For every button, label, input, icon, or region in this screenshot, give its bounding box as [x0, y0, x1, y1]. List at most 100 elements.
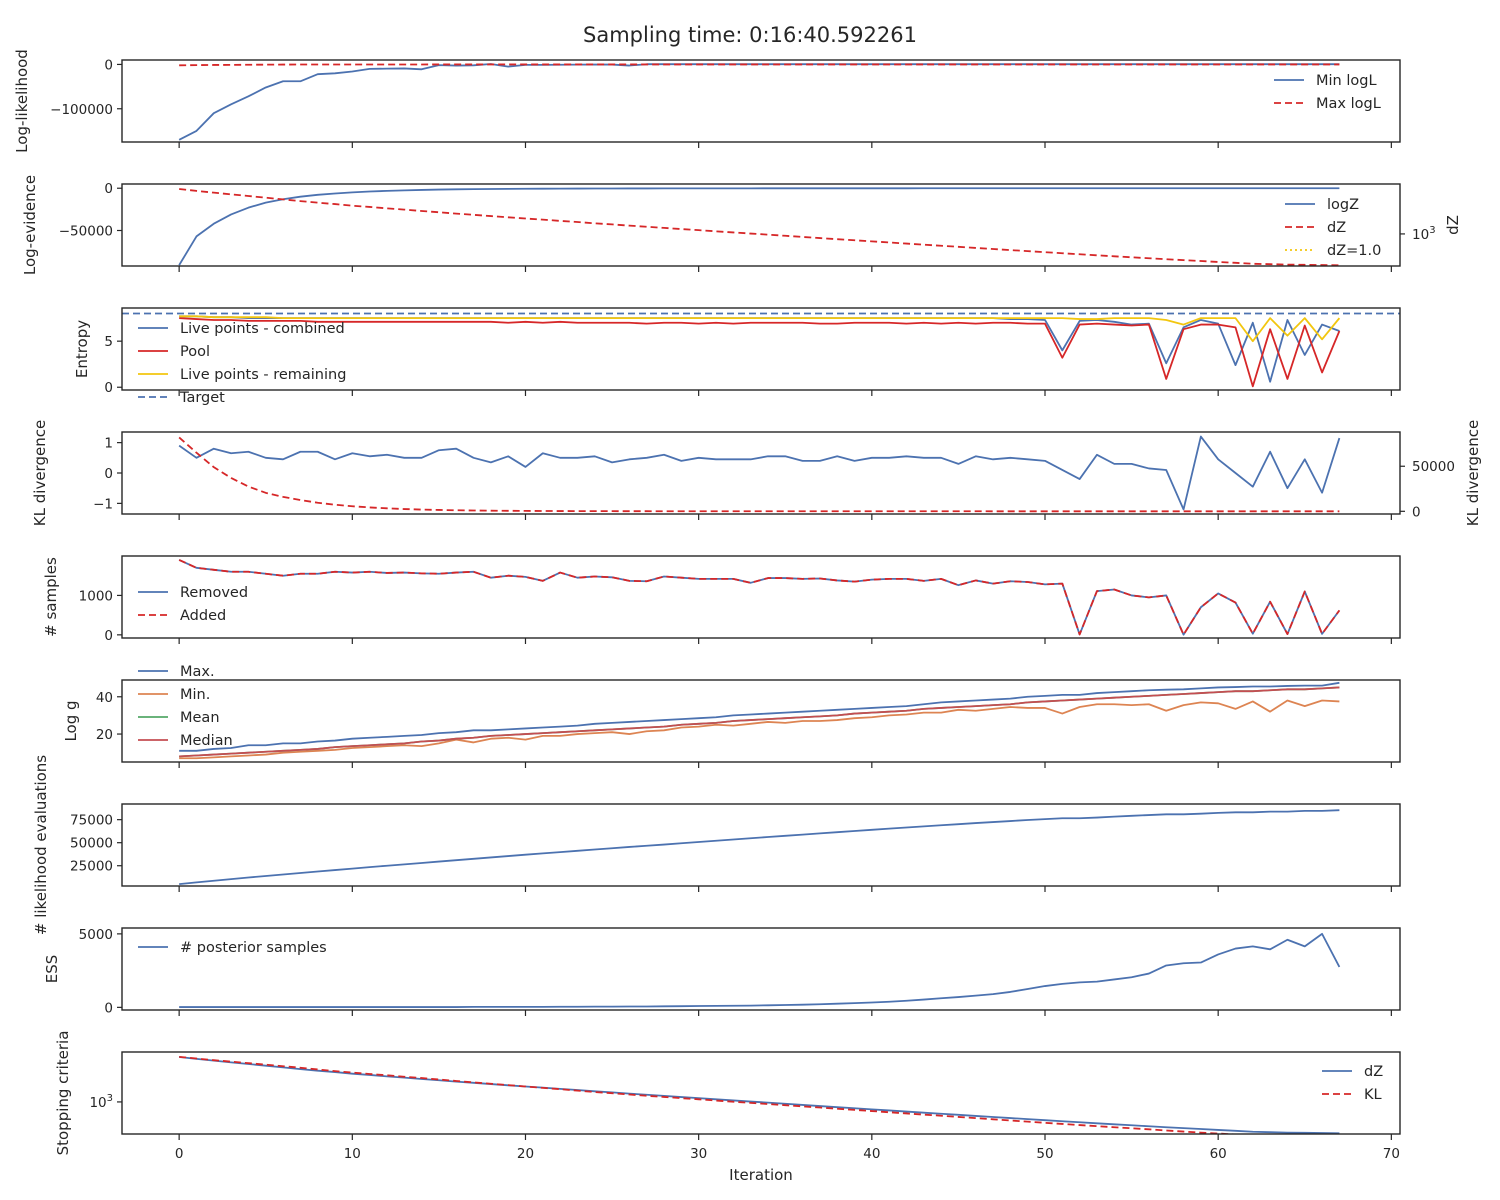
subplot-log-g: 40 20 Log g Max. Min. Mean Median	[62, 664, 1401, 768]
y-tick-label: 5000	[79, 927, 113, 943]
y-axis-label: Entropy	[73, 320, 91, 378]
series-group	[179, 1055, 1340, 1134]
y-tick-label: −100000	[50, 102, 113, 118]
y-axis-label: Log g	[62, 700, 80, 741]
series-group	[178, 187, 1340, 266]
legend: Min logL Max logL	[1274, 73, 1381, 112]
y-right-tick-label: 103	[1412, 225, 1436, 243]
y-tick-label: 103	[89, 1093, 113, 1111]
series-1-line	[178, 436, 1340, 513]
series-kl-line	[179, 1055, 1244, 1134]
series-group	[178, 559, 1341, 636]
series-group	[178, 63, 1340, 141]
legend-label: dZ=1.0	[1327, 243, 1381, 259]
axes-frame	[121, 803, 1401, 887]
subplot-likelihood-evaluations: 75000 50000 25000 # likelihood evaluations	[32, 755, 1401, 935]
series-0-line	[179, 809, 1340, 886]
legend-label: Median	[180, 733, 233, 749]
y-axis-label: ESS	[43, 955, 61, 984]
legend-label: Pool	[180, 344, 210, 360]
axes-frame	[121, 59, 1401, 143]
x-tick-label: 20	[517, 1146, 534, 1162]
y-tick-label: 1	[104, 436, 113, 452]
series-dz-line	[179, 1056, 1340, 1134]
series-median-line	[179, 686, 1340, 758]
series-dz-line	[179, 188, 1340, 266]
y-tick-label: 0	[104, 181, 113, 197]
y-right-axis-label: KL divergence	[1464, 420, 1482, 526]
y-tick-label: 0	[104, 466, 113, 482]
y-tick-label: 50000	[70, 836, 113, 852]
y-tick-label: 0	[104, 628, 113, 644]
y-axis-label: KL divergence	[31, 420, 49, 526]
y-tick-label: −1	[93, 496, 113, 512]
legend-label: Min.	[180, 687, 210, 703]
series-posterior-samples-line	[179, 932, 1341, 1008]
x-tick-label: 10	[344, 1146, 361, 1162]
axes-frame	[121, 1051, 1401, 1135]
subplot-samples: 1000 0 # samples Removed Added	[42, 555, 1401, 644]
legend-label: dZ	[1327, 220, 1346, 236]
axes-frame	[121, 679, 1401, 763]
legend: # posterior samples	[138, 940, 327, 956]
y-tick-label: 25000	[70, 859, 113, 875]
y-right-tick-label: 0	[1412, 504, 1421, 520]
legend: dZ KL	[1322, 1064, 1383, 1103]
legend-label: Mean	[180, 710, 220, 726]
x-tick-label: 30	[690, 1146, 707, 1162]
legend-label: KL	[1364, 1087, 1382, 1103]
subplot-log-likelihood: 0 −100000 Log-likelihood Min logL Max logL	[13, 49, 1401, 153]
y-axis-label: # samples	[42, 557, 60, 637]
series-min-logl-line	[178, 63, 1340, 141]
subplot-log-evidence: 0 −50000 103 dZ Log-evidence logZ dZ dZ=1.0	[21, 175, 1462, 275]
legend-label: Max logL	[1316, 96, 1381, 112]
legend-label: Min logL	[1316, 73, 1377, 89]
x-tick-label: 40	[863, 1146, 880, 1162]
series-group	[122, 312, 1400, 388]
legend-label: # posterior samples	[180, 940, 327, 956]
y-tick-label: 0	[104, 380, 113, 396]
legend: logZ dZ dZ=1.0	[1285, 197, 1381, 259]
series-group	[178, 435, 1341, 513]
y-right-tick-label: 50000	[1412, 459, 1455, 475]
axes-frame	[121, 183, 1401, 267]
y-tick-label: −50000	[59, 223, 113, 239]
subplot-kl-divergence: 1 0 −1 50000 0 KL divergence KL divergence	[31, 420, 1482, 526]
x-tick-label: 0	[175, 1146, 184, 1162]
y-tick-label: 40	[96, 690, 113, 706]
axes-frame	[121, 555, 1401, 639]
subplot-ess: 5000 0 ESS # posterior samples	[43, 927, 1401, 1016]
y-tick-label: 75000	[70, 813, 113, 829]
series-max-logl-line	[179, 63, 1340, 67]
series-live-points-remaining-line	[179, 315, 1341, 343]
subplot-stopping-criteria: 103 Stopping criteria 0 10 20 30 40 50 60 70 dZ KL	[54, 1031, 1401, 1162]
y-tick-label: 0	[104, 57, 113, 73]
y-axis-label: # likelihood evaluations	[32, 755, 50, 935]
x-axis-label: Iteration	[729, 1166, 793, 1184]
legend-label: logZ	[1327, 197, 1359, 213]
series-max-line	[179, 681, 1340, 752]
y-tick-label: 0	[104, 1000, 113, 1016]
x-tick-label: 50	[1036, 1146, 1053, 1162]
y-tick-label: 5	[104, 334, 113, 350]
legend-label: Live points - combined	[180, 321, 345, 337]
y-axis-label: Log-likelihood	[13, 49, 31, 153]
legend-label: dZ	[1364, 1064, 1383, 1080]
y-axis-label: Log-evidence	[21, 175, 39, 275]
y-right-axis-label: dZ	[1444, 215, 1462, 235]
figure-title: Sampling time: 0:16:40.592261	[583, 23, 917, 47]
x-tick-label: 60	[1210, 1146, 1227, 1162]
legend-label: Max.	[180, 664, 215, 680]
legend: Max. Min. Mean Median	[138, 664, 233, 749]
series-0-line	[178, 435, 1341, 511]
series-pool-line	[179, 317, 1341, 388]
axes-frame	[121, 307, 1401, 391]
axes-frame	[121, 927, 1401, 1011]
legend: Live points - combined Pool Live points - …	[138, 321, 346, 406]
y-tick-label: 20	[96, 727, 113, 743]
series-added-line	[178, 559, 1341, 636]
